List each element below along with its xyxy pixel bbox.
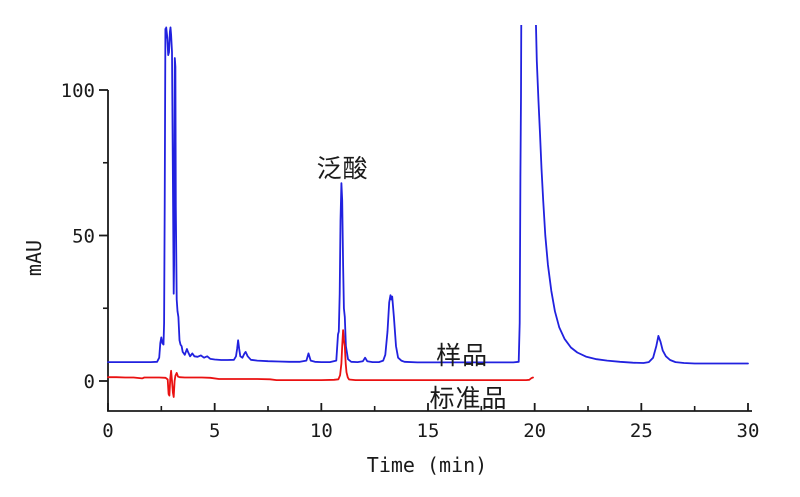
x-axis-title: Time (min) <box>366 453 488 477</box>
x-tick-label: 20 <box>523 420 546 442</box>
peak-label-pantothenic-acid: 泛酸 <box>316 154 369 184</box>
series-label-standard: 标准品 <box>429 384 508 413</box>
x-tick-label: 5 <box>209 420 220 442</box>
x-tick-label: 30 <box>737 420 760 442</box>
x-tick-label: 10 <box>310 420 333 442</box>
series-label-sample: 样品 <box>436 340 489 370</box>
trace-sample <box>107 25 749 365</box>
trace-standard <box>107 329 534 398</box>
x-tick-label: 25 <box>630 420 653 442</box>
x-tick-label: 15 <box>417 420 440 442</box>
y-tick-label: 100 <box>61 80 95 102</box>
x-tick-label: 0 <box>102 420 113 442</box>
y-tick-label: 0 <box>84 371 95 393</box>
y-axis-title: mAU <box>22 239 46 277</box>
y-tick-label: 50 <box>72 226 95 248</box>
